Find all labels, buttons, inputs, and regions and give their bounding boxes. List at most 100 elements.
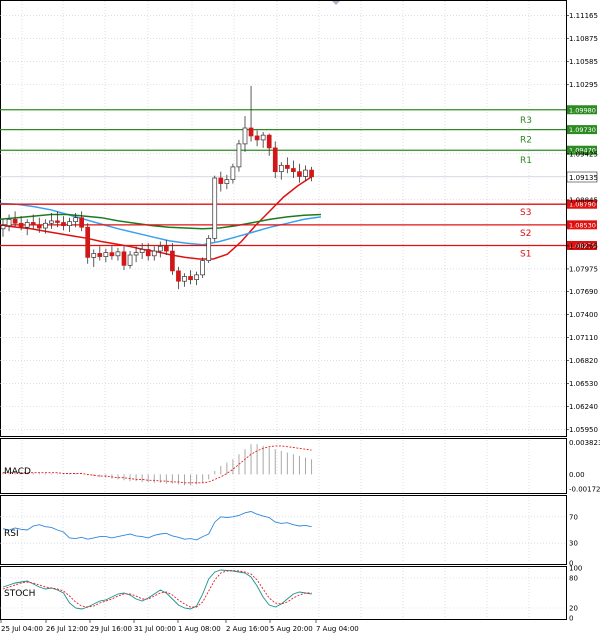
candle-body [79,217,85,228]
candle-body [61,222,66,226]
candle-body [115,251,121,257]
candle-body [182,276,187,282]
price-tick-label: 1.09425 [569,150,598,158]
stoch-title: STOCH [4,589,35,599]
candle-body [49,220,54,224]
stoch-tick-label: 80 [569,575,578,583]
macd-tick-label: 0.00 [569,471,585,479]
price-tick-label: 1.07110 [569,334,598,342]
candle-body [218,177,224,184]
macd-tick-label: 0.003823 [569,439,600,447]
candle-body [127,254,133,266]
rsi-title: RSI [4,529,19,539]
macd-tick-label: -0.001726 [569,485,600,493]
macd-indicator: 0.003823 0.00 -0.001726 [2,439,600,493]
price-tick-label: 1.07400 [569,311,598,319]
time-tick-label: 31 Jul 00:00 [134,625,176,633]
price-tick-label: 1.07975 [569,265,598,273]
level-name-r1: R1 [520,156,532,166]
time-tick-label: 5 Aug 20:00 [270,625,313,633]
time-tick-label: 2 Aug 16:00 [226,625,269,633]
price-pane[interactable] [0,0,567,437]
candle-body [297,171,302,177]
price-tick-label: 1.08265 [569,242,598,250]
time-axis: 25 Jul 04:00 26 Jul 12:00 29 Jul 16:00 31 J… [0,620,359,633]
current-price-tag [566,171,598,183]
time-tick-label: 1 Aug 08:00 [178,625,221,633]
candle-body [254,135,260,141]
price-tick-label: 1.11165 [569,12,598,20]
level-price-tag [567,145,597,155]
candle-body [206,237,212,261]
macd-pane[interactable] [0,438,567,494]
price-tick-label: 1.06240 [569,403,598,411]
price-tick-label: 1.06820 [569,357,598,365]
candle-body [176,270,181,282]
stoch-tick-label: 100 [569,565,582,573]
stoch-indicator: 100 80 20 0 [0,565,582,623]
candle-body [212,177,218,239]
price-tick-label: 1.07690 [569,288,598,296]
candle-body [30,222,36,226]
candle-body [224,179,230,184]
stoch-signal-line [2,570,312,608]
candle-body [200,260,205,276]
macd-signal-line [3,445,312,484]
level-price-label: 1.09730 [569,126,596,134]
moving-average-line [0,202,322,246]
level-price-tag [567,199,597,209]
candle-body [0,225,6,230]
level-name-s1: S1 [520,249,531,259]
price-tick-label: 1.06530 [569,380,598,388]
level-name-s3: S3 [520,208,531,218]
candle-body [139,249,145,253]
candle-body [42,222,48,229]
stoch-main-line [2,569,312,610]
rsi-tick-label: 0 [569,560,573,568]
moving-average-line [0,213,322,230]
stoch-pane[interactable] [0,566,567,620]
price-tick-label: 1.10295 [569,81,598,89]
current-price-label: 1.09135 [569,174,598,182]
candle-body [103,252,109,257]
candle-body [145,249,151,257]
stoch-tick-label: 0 [569,615,573,623]
level-price-tag [567,220,597,230]
rsi-line [2,511,312,541]
price-tick-label: 1.10875 [569,35,598,43]
candle-body [236,143,242,168]
candle-body [278,164,284,173]
candle-body [272,147,278,173]
candle-body [194,274,199,280]
candle-body [242,127,248,145]
candle-body [18,222,24,228]
candle-body [91,253,97,258]
level-price-label: 1.09470 [569,147,596,155]
pivot-levels: R3 1.09980 R2 1.09730 R1 1.09470 S3 1.08790 S2 1.… [0,105,597,259]
level-price-label: 1.08530 [569,221,596,229]
rsi-tick-label: 70 [569,513,578,521]
candle-body [266,134,272,149]
time-tick-label: 7 Aug 04:00 [316,625,359,633]
level-price-label: 1.08790 [569,201,596,209]
scroll-marker-icon[interactable] [332,1,340,5]
candle-body [151,250,157,257]
candle-body [73,217,78,223]
level-name-r3: R3 [520,116,532,126]
rsi-tick-label: 30 [569,540,578,548]
price-tick-label: 1.08845 [569,196,598,204]
time-tick-label: 26 Jul 12:00 [46,625,88,633]
candle-body [309,169,314,178]
level-price-tag [567,125,597,135]
time-tick-label: 25 Jul 04:00 [1,625,43,633]
level-price-tag [567,240,597,250]
candle-body [6,218,12,226]
rsi-pane[interactable] [0,495,567,565]
candle-body [133,252,139,256]
candle-body [109,252,115,257]
candlesticks [0,85,314,290]
stoch-tick-label: 20 [569,605,578,613]
candle-body [260,134,266,141]
